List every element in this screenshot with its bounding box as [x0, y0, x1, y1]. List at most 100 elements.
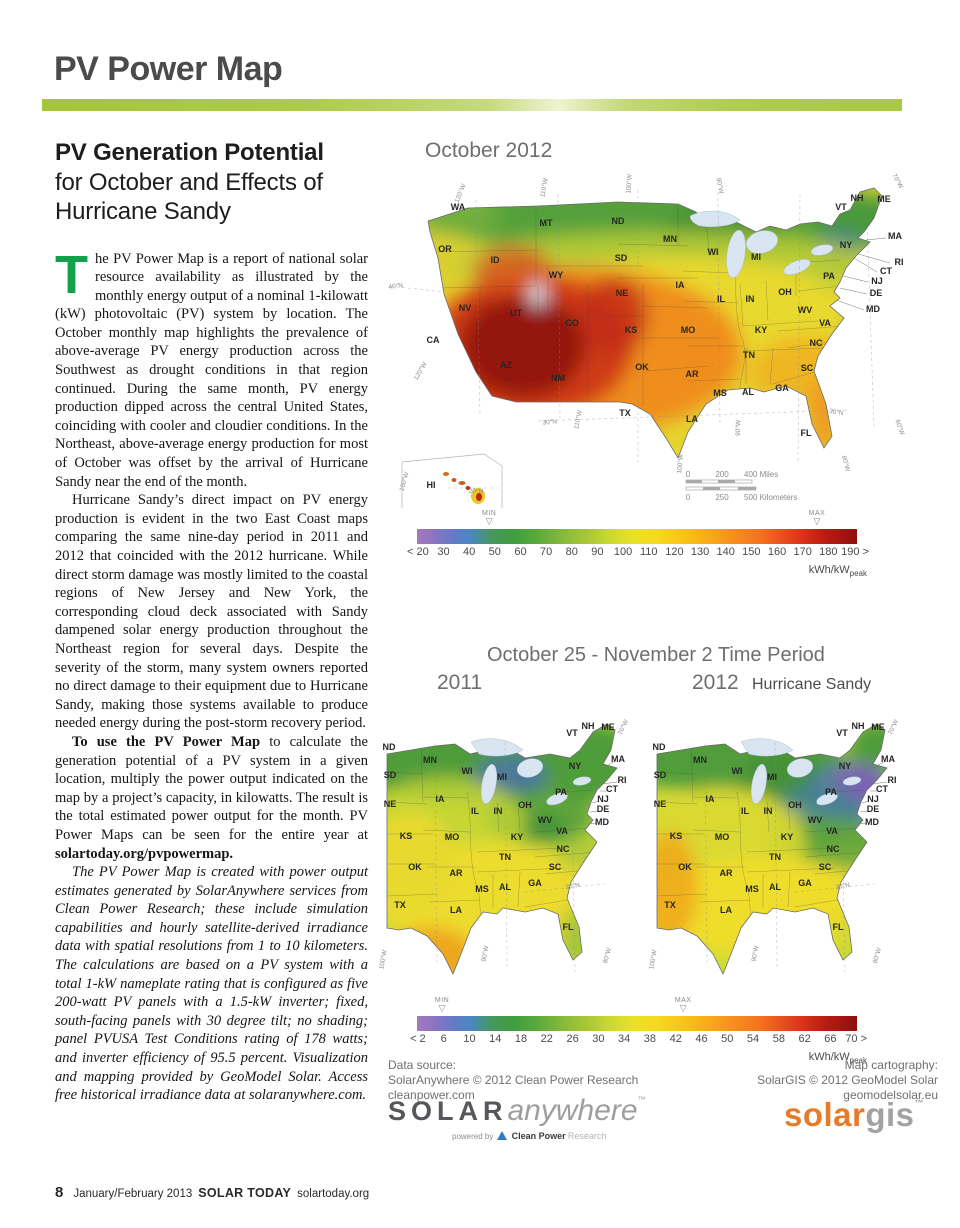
svg-text:OH: OH	[788, 800, 802, 810]
hurricane-sandy-caption: Hurricane Sandy	[752, 676, 872, 693]
svg-text:IA: IA	[436, 794, 446, 804]
svg-text:200: 200	[715, 470, 729, 479]
legend-tick: 26	[566, 1033, 579, 1045]
legend-tick: 30	[437, 546, 450, 558]
svg-text:100°W: 100°W	[647, 948, 658, 970]
svg-text:FL: FL	[801, 428, 812, 438]
svg-text:FL: FL	[563, 922, 574, 932]
svg-text:60°W: 60°W	[893, 418, 906, 437]
svg-text:90°W: 90°W	[715, 177, 726, 195]
svg-text:GA: GA	[528, 878, 542, 888]
svg-text:TN: TN	[743, 350, 755, 360]
svg-text:NH: NH	[851, 193, 864, 203]
svg-text:SD: SD	[654, 770, 667, 780]
state-labels-2011: ND MN SD WI MI NE IA IL IN OH PA NY VT NH ME MA RICTNJDE…	[383, 721, 627, 932]
comparison-title: October 25 - November 2 Time Period	[487, 644, 825, 666]
svg-text:NH: NH	[582, 721, 595, 731]
svg-text:MD: MD	[595, 817, 609, 827]
legend-tick: 34	[618, 1033, 631, 1045]
svg-text:NV: NV	[459, 303, 472, 313]
accent-bar	[42, 99, 902, 111]
svg-text:MD: MD	[866, 304, 880, 314]
scale-bar	[685, 479, 757, 491]
leader-lines-2011	[587, 761, 618, 825]
svg-text:SC: SC	[549, 862, 562, 872]
min-triangle-icon: ▽	[485, 516, 493, 526]
legend-tick: 66	[824, 1033, 837, 1045]
scale-bar-labels: 0 200 400 Miles 0 250 500 Kilometers	[686, 470, 798, 502]
svg-text:PA: PA	[825, 787, 837, 797]
svg-text:SC: SC	[819, 862, 832, 872]
comparison-year-2011: 2011	[437, 671, 483, 694]
svg-text:ID: ID	[491, 255, 501, 265]
svg-text:SD: SD	[615, 253, 628, 263]
svg-text:AR: AR	[686, 369, 699, 379]
legend-tick: < 2	[410, 1033, 426, 1045]
svg-text:MI: MI	[751, 252, 761, 262]
svg-text:OK: OK	[678, 862, 692, 872]
legend-tick: 120	[665, 546, 684, 558]
svg-text:WV: WV	[798, 305, 813, 315]
svg-text:KS: KS	[400, 831, 413, 841]
cartography-line1: SolarGIS © 2012 GeoModel Solar	[757, 1073, 938, 1087]
svg-text:MS: MS	[745, 884, 759, 894]
svg-text:NC: NC	[557, 844, 570, 854]
legend-tick: 70 >	[845, 1033, 868, 1045]
clean-power-triangle-icon	[497, 1131, 508, 1140]
data-source-line2: cleanpower.com	[388, 1088, 475, 1102]
svg-text:CT: CT	[606, 784, 618, 794]
svg-text:CO: CO	[565, 318, 579, 328]
paragraph-3-lead: To use the PV Power Map	[72, 733, 261, 750]
solaranywhere-logo: SOLARanywhere™	[388, 1094, 646, 1127]
great-lakes-2012	[740, 738, 862, 806]
svg-text:TX: TX	[664, 900, 676, 910]
legend-tick: 30	[592, 1033, 605, 1045]
drop-cap: T	[55, 244, 88, 305]
legend-tick: 80	[565, 546, 578, 558]
svg-text:110°W: 110°W	[538, 177, 549, 198]
legend-tick: 150	[742, 546, 761, 558]
legend-tick: 46	[695, 1033, 708, 1045]
legend-tick: 50	[488, 546, 501, 558]
svg-text:HI: HI	[427, 480, 436, 490]
svg-text:KS: KS	[670, 831, 683, 841]
legend-tick: 50	[721, 1033, 734, 1045]
legend2-max-marker: MAX ▽	[674, 997, 692, 1013]
svg-text:RI: RI	[618, 775, 627, 785]
legend-tick: 70	[539, 546, 553, 558]
legend-tick: 58	[772, 1033, 785, 1045]
svg-text:IN: IN	[494, 806, 503, 816]
cartography-label: Map cartography:	[844, 1058, 938, 1072]
legend-tick: 170	[793, 546, 812, 558]
svg-text:100°W: 100°W	[377, 948, 388, 970]
data-source-line1: SolarAnywhere © 2012 Clean Power Researc…	[388, 1073, 639, 1087]
svg-text:NJ: NJ	[597, 794, 609, 804]
legend-tick: 22	[540, 1033, 553, 1045]
svg-text:80°W: 80°W	[840, 455, 852, 473]
svg-text:TN: TN	[769, 852, 781, 862]
svg-text:100°W: 100°W	[624, 173, 633, 194]
svg-text:NE: NE	[654, 799, 667, 809]
svg-text:NY: NY	[840, 240, 853, 250]
svg-text:OK: OK	[408, 862, 422, 872]
svg-text:NY: NY	[839, 761, 852, 771]
state-labels-2012: ND MN SD WI MI NE IA IL IN OH PA NY VT NH ME MA RICTNJDE…	[653, 721, 897, 932]
svg-text:NE: NE	[384, 799, 397, 809]
svg-text:MI: MI	[497, 772, 507, 782]
svg-text:30°N: 30°N	[835, 881, 851, 891]
svg-text:MT: MT	[540, 218, 553, 228]
svg-text:ND: ND	[612, 216, 625, 226]
article-headline: PV Generation Potential for October and …	[55, 138, 368, 227]
svg-text:VA: VA	[826, 826, 838, 836]
svg-text:VA: VA	[819, 318, 831, 328]
east-outline-2011	[386, 723, 618, 975]
cartography-block: Map cartography: SolarGIS © 2012 GeoMode…	[640, 1058, 938, 1103]
legend-tick: 90	[591, 546, 604, 558]
state-borders	[433, 204, 845, 406]
leader-lines-2012	[857, 761, 888, 825]
svg-text:PA: PA	[823, 271, 835, 281]
svg-text:CA: CA	[427, 335, 440, 345]
svg-text:NJ: NJ	[871, 276, 883, 286]
svg-text:ME: ME	[877, 194, 891, 204]
